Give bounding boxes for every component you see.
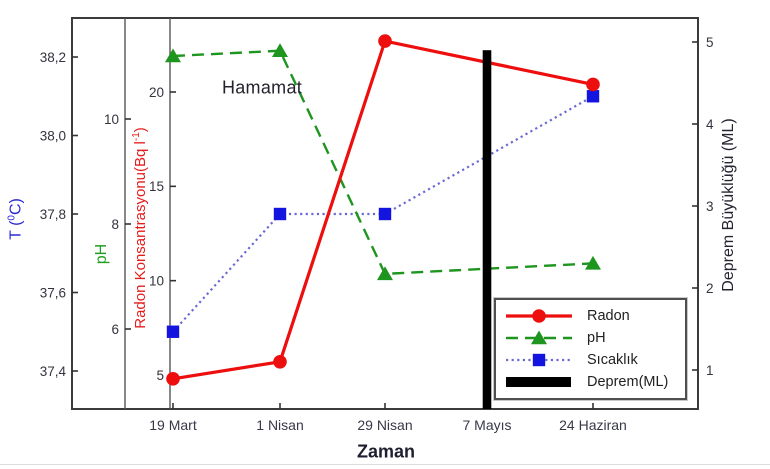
legend-label: Radon <box>587 308 630 324</box>
ph-marker <box>531 330 547 345</box>
temperature-marker <box>378 207 392 221</box>
temp-tick-label: 38,2 <box>40 50 66 65</box>
magnitude-tick-label: 3 <box>706 199 714 214</box>
x-tick-label: 29 Nisan <box>357 417 412 433</box>
radon-tick-label: 15 <box>149 179 164 194</box>
legend-label: Sıcaklık <box>587 352 638 368</box>
radon-marker <box>532 309 546 323</box>
radon-marker <box>273 354 287 369</box>
series-line <box>172 95 594 333</box>
station-annotation: Hamamat <box>221 77 303 98</box>
earthquake-bar <box>482 50 492 409</box>
radon-tick-label: 20 <box>149 85 164 100</box>
series-deprem <box>482 50 492 409</box>
radon-tick-label: 5 <box>156 368 164 383</box>
legend-item: pH <box>505 328 681 348</box>
ph-axis: 10 8 6 <box>104 112 131 337</box>
temperature-marker <box>586 90 600 103</box>
radon-marker <box>586 77 600 92</box>
radon-axis-title-sup: -1 <box>131 132 142 142</box>
temp-axis-title: T (0C) <box>6 198 25 240</box>
legend-item: Radon <box>505 306 681 326</box>
legend-swatch-circle-icon <box>506 309 572 323</box>
ph-axis-title: pH <box>93 243 110 265</box>
x-axis: 19 Mart 1 Nisan 29 Nisan 7 Mayıs 24 Haziran <box>149 403 627 433</box>
ph-tick-label: 10 <box>104 112 119 127</box>
magnitude-axis-title: Deprem Büyüklüğü (ML) <box>720 118 737 292</box>
magnitude-axis: 5 4 3 2 1 <box>692 35 714 378</box>
magnitude-tick-label: 5 <box>706 35 714 50</box>
temp-tick-label: 37,6 <box>40 285 66 300</box>
radon-axis-title-text2: ) <box>132 127 149 133</box>
legend-swatch-bar-icon <box>506 377 571 387</box>
temp-axis-title-text2: C) <box>7 198 25 216</box>
ph-marker <box>272 43 288 57</box>
ph-marker <box>585 255 601 270</box>
radon-marker <box>166 371 180 386</box>
temp-tick-label: 37,4 <box>40 364 67 379</box>
temp-axis-title-text: T ( <box>7 220 25 240</box>
temp-axis: 38,2 38,0 37,8 37,6 37,4 <box>40 50 78 379</box>
temperature-marker <box>532 353 546 367</box>
temperature-marker <box>273 207 287 221</box>
legend-label: Deprem(ML) <box>587 374 669 390</box>
x-tick-label: 24 Haziran <box>559 417 627 433</box>
ph-marker <box>377 266 393 281</box>
legend-label: pH <box>587 330 606 346</box>
ph-tick-label: 8 <box>111 217 119 232</box>
temp-tick-label: 37,8 <box>40 207 66 222</box>
temp-axis-title-sup: 0 <box>6 215 18 221</box>
x-tick-label: 1 Nisan <box>256 417 303 433</box>
x-axis-title: Zaman <box>356 441 416 462</box>
legend-swatch-triangle-icon <box>506 330 572 345</box>
ph-marker <box>165 48 181 63</box>
legend-swatch-square-icon <box>506 353 572 367</box>
radon-axis-title: Radon Konsantrasyonu(Bq l-1) <box>131 127 149 329</box>
temp-tick-label: 38,0 <box>40 128 66 143</box>
radon-axis: 20 15 10 5 <box>149 85 176 383</box>
radon-tick-label: 10 <box>149 273 164 288</box>
magnitude-tick-label: 1 <box>706 363 714 378</box>
legend: Radon pH Sıcaklık Deprem(ML) <box>494 298 687 400</box>
x-tick-label: 7 Mayıs <box>462 417 511 433</box>
magnitude-tick-label: 2 <box>706 281 714 296</box>
series-sıcaklık <box>166 90 600 338</box>
radon-marker <box>378 34 392 48</box>
radon-axis-title-text: Radon Konsantrasyonu(Bq l <box>132 141 149 329</box>
ph-tick-label: 6 <box>111 322 119 337</box>
legend-item: Deprem(ML) <box>505 372 681 392</box>
temperature-marker <box>166 325 180 338</box>
figure-bottom-edge <box>0 464 770 465</box>
legend-item: Sıcaklık <box>505 350 681 370</box>
magnitude-tick-label: 4 <box>706 117 714 132</box>
x-tick-label: 19 Mart <box>149 417 197 433</box>
